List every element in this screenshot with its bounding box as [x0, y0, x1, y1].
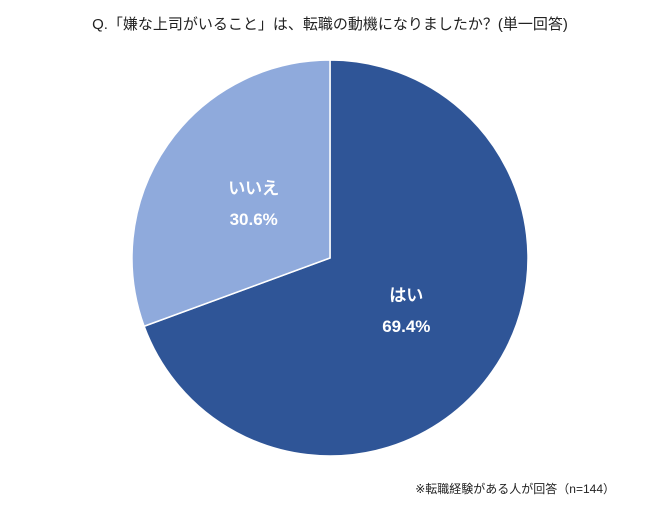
chart-title: Q.「嫌な上司がいること」は、転職の動機になりましたか？(単一回答)	[92, 16, 568, 33]
pie-slice	[131, 59, 331, 328]
value-label: 69.4%	[382, 317, 430, 336]
slice-label: いいえ	[228, 179, 279, 198]
footnote: ※転職経験がある人が回答（n=144）	[415, 481, 615, 496]
pie-slice	[143, 59, 529, 457]
slice-label: はい	[389, 286, 423, 305]
value-label: 30.6%	[230, 210, 278, 229]
